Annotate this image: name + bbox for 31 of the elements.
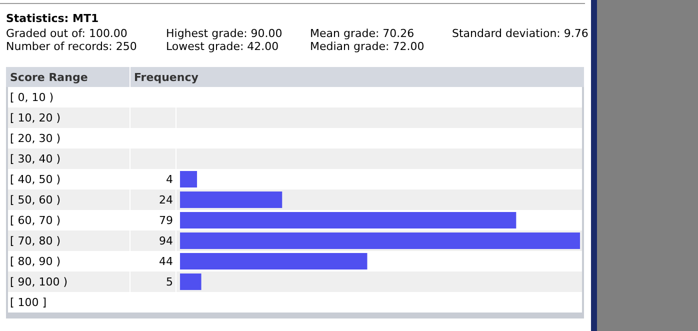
text: Graded out of: 100.00 xyxy=(6,27,128,40)
text: Median grade: 72.00 xyxy=(310,40,424,53)
text: Statistics: MT1 xyxy=(6,12,99,25)
y-tick-label: [ 70, 80 ) xyxy=(10,234,61,248)
y-tick-label: [ 100 ] xyxy=(10,296,47,309)
data-label: 24 xyxy=(159,194,173,206)
y-tick-label: [ 40, 50 ) xyxy=(10,173,61,186)
y-tick-label: [ 30, 40 ) xyxy=(10,152,61,166)
y-tick-label: [ 20, 30 ) xyxy=(10,132,61,145)
y-tick-label: [ 60, 70 ) xyxy=(10,214,61,227)
y-tick-label: [ 10, 20 ) xyxy=(10,112,61,124)
bar xyxy=(180,192,282,208)
data-label: 5 xyxy=(166,276,173,288)
text: Standard deviation: 9.76 xyxy=(452,27,588,40)
bar xyxy=(180,171,198,188)
y-tick-label: [ 0, 10 ) xyxy=(10,91,54,104)
text: Lowest grade: 42.00 xyxy=(166,40,279,53)
y-tick-label: [ 80, 90 ) xyxy=(10,255,61,268)
y-axis-title: Score Range xyxy=(10,71,88,84)
text: Highest grade: 90.00 xyxy=(166,27,282,40)
data-label: 44 xyxy=(159,255,173,268)
y-tick-label: [ 50, 60 ) xyxy=(10,194,61,206)
x-axis-title: Frequency xyxy=(134,71,198,84)
bar xyxy=(180,274,202,290)
data-label: 79 xyxy=(159,214,173,227)
bar xyxy=(180,253,368,270)
data-label: 4 xyxy=(166,173,173,186)
data-label: 94 xyxy=(159,234,173,248)
text: Mean grade: 70.26 xyxy=(310,27,414,40)
text: Number of records: 250 xyxy=(6,40,137,53)
y-tick-label: [ 90, 100 ) xyxy=(10,276,68,288)
